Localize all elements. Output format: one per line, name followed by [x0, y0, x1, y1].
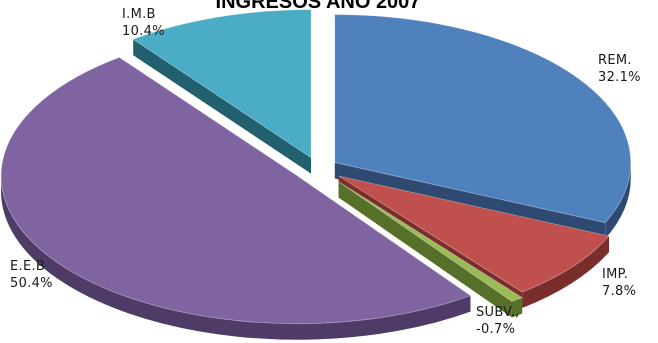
slice-side-eeb-2 [1, 175, 471, 340]
slice-label-imb: I.M.B [122, 7, 156, 22]
pie-slice-imp [338, 175, 610, 293]
slice-side-subv-2 [511, 297, 523, 318]
slice-label-rem: REM. [598, 53, 632, 68]
slice-value-imp: 7.8% [602, 284, 636, 299]
slice-labels: REM. 32.1% IMP. 7.8% SUBV., -0.7% E.E.B 50.4% I.… [10, 7, 641, 337]
chart-title: INGRESOS ANO 2007 [216, 0, 421, 13]
pie-slice-rem [334, 14, 632, 224]
slice-side-imb-0 [133, 39, 312, 174]
slice-tops [0, 9, 632, 325]
slice-label-imp: IMP. [602, 267, 628, 282]
slice-label-eeb: E.E.B [10, 259, 45, 274]
slice-side-rem-1 [334, 162, 606, 239]
slice-value-eeb: 50.4% [10, 276, 53, 291]
slice-label-subv: SUBV., [476, 305, 520, 320]
slice-value-imb: 10.4% [122, 24, 165, 39]
pie-slice-imb [132, 9, 312, 159]
slice-value-subv: -0.7% [476, 322, 515, 337]
pie-slice-eeb [0, 56, 472, 325]
pie-slice-subv [338, 181, 524, 302]
slice-value-rem: 32.1% [598, 70, 641, 85]
slice-side-rem-2 [605, 162, 631, 239]
slice-side-imp-2 [522, 236, 610, 309]
slice-side-subv-1 [338, 181, 512, 318]
